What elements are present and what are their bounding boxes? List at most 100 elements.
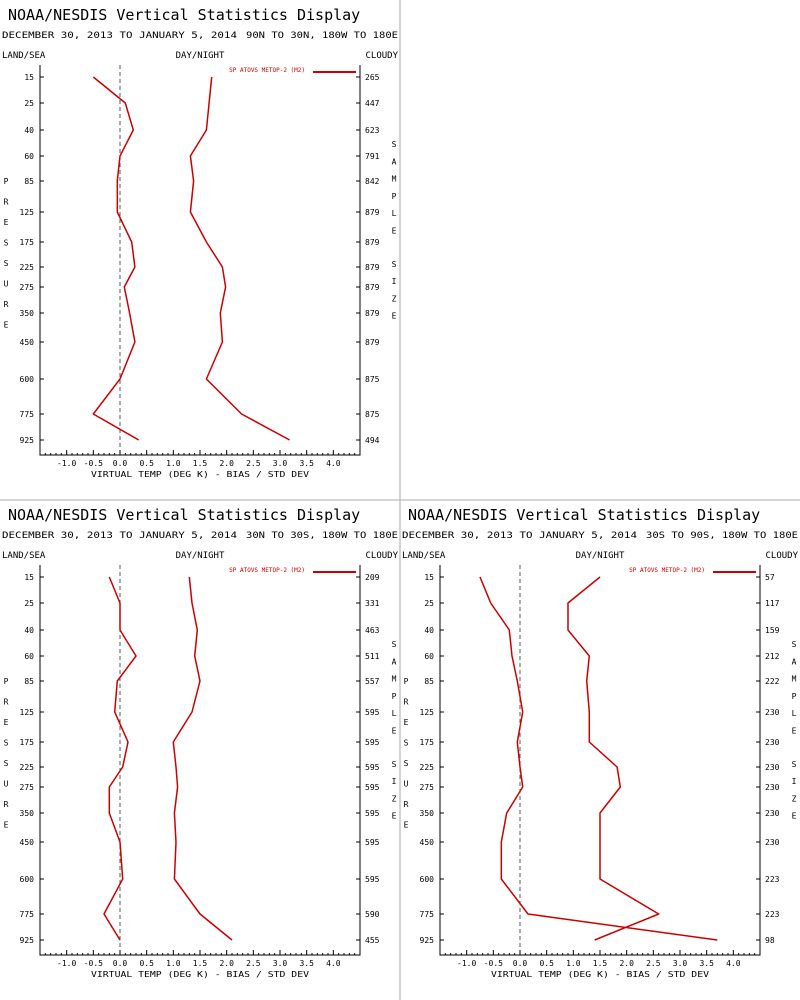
x-axis-label: VIRTUAL TEMP (DEG K) - BIAS / STD DEV [91, 970, 309, 979]
x-tick-label: 1.5 [593, 959, 608, 968]
pressure-axis-letter: R [4, 800, 9, 809]
sample-size-label: 223 [765, 875, 780, 884]
pressure-axis-letter: R [4, 198, 9, 207]
pressure-level-label: 40 [24, 626, 34, 635]
region-label: 30S TO 90S, 180W TO 180E [646, 531, 798, 541]
pressure-axis-letter: E [4, 218, 9, 227]
panel-title: NOAA/NESDIS Vertical Statistics Display [408, 506, 760, 524]
sample-size-label: 879 [365, 208, 380, 217]
sample-size-axis-letter: I [792, 777, 797, 786]
x-tick-label: 2.0 [219, 459, 234, 468]
sample-size-label: 875 [365, 375, 380, 384]
pressure-level-label: 25 [24, 99, 34, 108]
pressure-axis-letter: U [4, 280, 9, 289]
pressure-level-label: 60 [424, 652, 434, 661]
std-dev-series-line [567, 576, 660, 941]
pressure-level-label: 125 [420, 708, 435, 717]
sample-size-label: 222 [765, 677, 780, 686]
pressure-level-label: 125 [20, 208, 35, 217]
sample-size-axis-letter: I [392, 777, 397, 786]
cloudy-label: CLOUDY [365, 51, 398, 61]
x-tick-label: 0.5 [139, 959, 154, 968]
sample-size-axis-letter: P [392, 692, 397, 701]
pressure-level-label: 350 [20, 309, 35, 318]
pressure-level-label: 925 [20, 936, 35, 945]
x-tick-label: 2.5 [246, 459, 261, 468]
pressure-level-label: 125 [20, 708, 35, 717]
x-tick-label: 4.0 [726, 959, 741, 968]
sample-size-label: 57 [765, 573, 775, 582]
pressure-level-label: 600 [420, 875, 435, 884]
plot-frame [39, 65, 361, 456]
sample-size-label: 494 [365, 436, 380, 445]
pressure-level-label: 350 [420, 809, 435, 818]
panel-title: NOAA/NESDIS Vertical Statistics Display [8, 506, 360, 524]
sample-size-axis-letter: P [392, 192, 397, 201]
sample-size-label: 595 [365, 809, 380, 818]
pressure-axis-letter: R [4, 300, 9, 309]
sample-size-axis-letter: M [792, 675, 797, 684]
pressure-level-label: 25 [24, 599, 34, 608]
region-label: 30N TO 30S, 180W TO 180E [246, 531, 398, 541]
bias-series-line [479, 576, 718, 941]
sample-size-label: 595 [365, 763, 380, 772]
x-tick-label: -1.0 [57, 959, 76, 968]
pressure-level-label: 15 [424, 573, 434, 582]
pressure-level-label: 175 [20, 238, 35, 247]
x-axis-label: VIRTUAL TEMP (DEG K) - BIAS / STD DEV [491, 970, 709, 979]
pressure-axis-letter: R [404, 800, 409, 809]
sample-size-label: 331 [365, 599, 380, 608]
legend-label: SP ATOVS METOP-2 (M2) [229, 567, 305, 574]
date-range: DECEMBER 30, 2013 TO JANUARY 5, 2014 [2, 31, 237, 41]
pressure-level-label: 25 [424, 599, 434, 608]
sample-size-axis-letter: L [392, 209, 397, 218]
sample-size-label: 590 [365, 910, 380, 919]
x-tick-label: 4.0 [326, 459, 341, 468]
pressure-level-label: 775 [20, 910, 35, 919]
x-tick-label: 3.0 [273, 459, 288, 468]
pressure-axis-letter: E [404, 718, 409, 727]
panel-title: NOAA/NESDIS Vertical Statistics Display [8, 6, 360, 24]
plot-frame [439, 565, 761, 956]
sample-size-label: 595 [365, 875, 380, 884]
x-tick-label: -0.5 [84, 459, 103, 468]
pressure-level-label: 85 [424, 677, 434, 686]
pressure-axis-letter: P [4, 177, 9, 186]
sample-size-label: 230 [765, 738, 780, 747]
sample-size-label: 879 [365, 338, 380, 347]
sample-size-label: 230 [765, 809, 780, 818]
x-tick-label: 1.0 [166, 959, 181, 968]
x-tick-label: 0.5 [139, 459, 154, 468]
pressure-level-label: 40 [24, 126, 34, 135]
sample-size-axis-letter: S [392, 640, 397, 649]
x-axis-label: VIRTUAL TEMP (DEG K) - BIAS / STD DEV [91, 470, 309, 479]
x-tick-label: 0.0 [113, 959, 128, 968]
sample-size-label: 875 [365, 410, 380, 419]
sample-size-axis-letter: S [392, 760, 397, 769]
pressure-axis-letter: S [404, 759, 409, 768]
sample-size-axis-letter: E [392, 227, 397, 236]
x-tick-label: -1.0 [457, 959, 476, 968]
sample-size-label: 265 [365, 73, 380, 82]
sample-size-label: 463 [365, 626, 380, 635]
x-tick-label: 0.0 [113, 459, 128, 468]
sample-size-label: 209 [365, 573, 380, 582]
sample-size-label: 595 [365, 738, 380, 747]
sample-size-label: 230 [765, 783, 780, 792]
day-night-label: DAY/NIGHT [576, 551, 625, 561]
sample-size-axis-letter: Z [392, 794, 397, 803]
sample-size-label: 117 [765, 599, 780, 608]
x-tick-label: 4.0 [326, 959, 341, 968]
pressure-axis-letter: R [404, 698, 409, 707]
x-tick-label: 1.0 [166, 459, 181, 468]
pressure-level-label: 275 [420, 783, 435, 792]
sample-size-label: 230 [765, 708, 780, 717]
sample-size-axis-letter: E [792, 812, 797, 821]
cloudy-label: CLOUDY [365, 551, 398, 561]
pressure-level-label: 175 [420, 738, 435, 747]
legend-label: SP ATOVS METOP-2 (M2) [229, 67, 305, 74]
sample-size-axis-letter: E [392, 727, 397, 736]
date-range: DECEMBER 30, 2013 TO JANUARY 5, 2014 [402, 531, 637, 541]
pressure-level-label: 40 [424, 626, 434, 635]
